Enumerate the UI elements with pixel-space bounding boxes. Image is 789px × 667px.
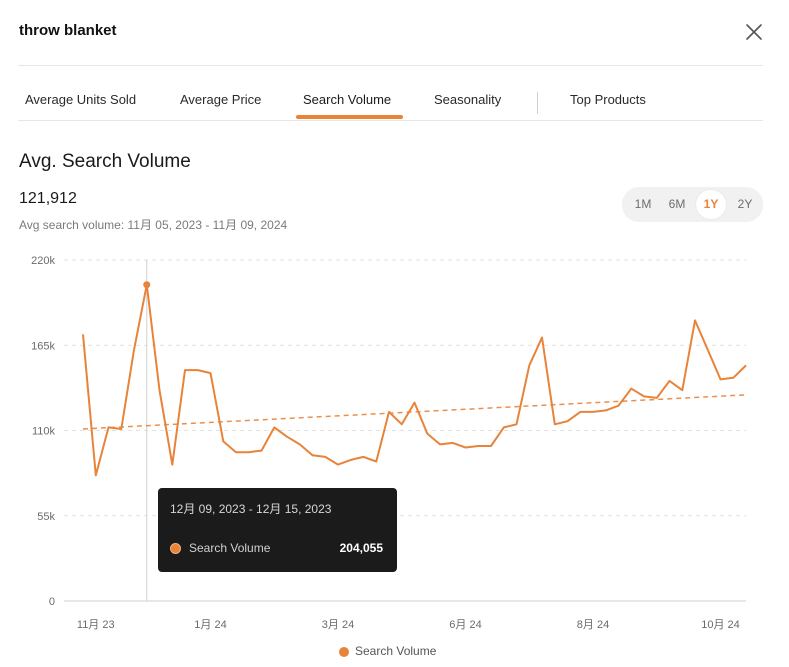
tab-average-units-sold[interactable]: Average Units Sold: [25, 92, 137, 107]
tooltip-series-label: Search Volume: [189, 541, 271, 555]
x-tick-label: 8月 24: [577, 619, 609, 631]
active-tab-indicator: [296, 115, 403, 119]
x-tick-label: 1月 24: [194, 619, 226, 631]
period-1m-button[interactable]: 1M: [634, 197, 652, 211]
close-icon[interactable]: [742, 20, 766, 44]
tooltip-value: 204,055: [339, 541, 383, 555]
period-selector: 1M 6M 1Y 2Y: [622, 187, 763, 222]
y-tick-label: 55k: [37, 511, 55, 523]
tab-average-price[interactable]: Average Price: [180, 92, 262, 107]
legend-series-label: Search Volume: [355, 644, 437, 658]
x-tick-label: 10月 24: [701, 619, 740, 631]
x-tick-label: 3月 24: [322, 619, 354, 631]
period-6m-button[interactable]: 6M: [668, 197, 686, 211]
y-tick-label: 165k: [31, 340, 55, 352]
highlighted-point: [143, 281, 151, 289]
x-tick-label: 6月 24: [449, 619, 481, 631]
legend-series-dot: [339, 647, 349, 657]
tab-search-volume[interactable]: Search Volume: [303, 92, 392, 107]
tooltip-date-range: 12月 09, 2023 - 12月 15, 2023: [170, 502, 332, 516]
tabs-divider: [18, 120, 763, 121]
chart-title: Avg. Search Volume: [19, 151, 191, 172]
date-range-label: Avg search volume: 11月 05, 2023 - 11月 09…: [19, 218, 288, 232]
period-1y-button[interactable]: 1Y: [696, 190, 726, 219]
trend-line: [82, 394, 747, 430]
y-tick-label: 0: [49, 596, 55, 608]
header-divider: [18, 65, 763, 66]
tab-top-products[interactable]: Top Products: [570, 92, 646, 107]
chart-tooltip: 12月 09, 2023 - 12月 15, 2023 Search Volum…: [158, 488, 397, 572]
tab-separator: [537, 92, 538, 114]
y-tick-label: 110k: [32, 426, 56, 438]
x-tick-label: 11月 23: [77, 619, 115, 631]
series-line-search-volume: [82, 283, 747, 477]
y-tick-label: 220k: [31, 255, 55, 267]
tooltip-series-dot: [170, 543, 181, 554]
tab-bar: Average Units Sold Average Price Search …: [18, 84, 763, 120]
average-value: 121,912: [19, 190, 77, 207]
tab-seasonality[interactable]: Seasonality: [434, 92, 502, 107]
period-2y-button[interactable]: 2Y: [737, 197, 753, 211]
page-title: throw blanket: [19, 22, 117, 39]
